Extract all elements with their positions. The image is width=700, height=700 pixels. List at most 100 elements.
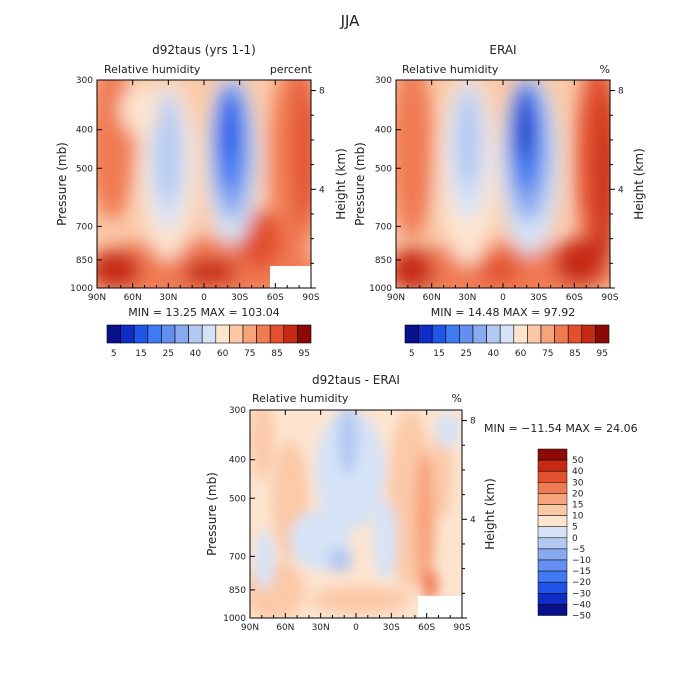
y-right-tick-label: 8 bbox=[319, 87, 325, 97]
y-axis-label: Pressure (mb) bbox=[353, 142, 367, 226]
y-ticks: 300 400 500 700 850 1000 bbox=[369, 76, 401, 294]
x-tick-label: 90N bbox=[88, 293, 106, 303]
y-tick-label: 700 bbox=[229, 552, 246, 562]
y-tick-label: 300 bbox=[76, 76, 93, 86]
colorbar-label: −20 bbox=[572, 578, 591, 588]
colorbar-label: 25 bbox=[460, 349, 471, 359]
colorbar-swatch bbox=[499, 324, 515, 344]
colorbar-label: 75 bbox=[244, 349, 255, 359]
stats-label: MIN = 13.25 MAX = 103.04 bbox=[128, 306, 279, 319]
colorbar-swatch bbox=[537, 537, 568, 550]
colorbar-swatch bbox=[537, 493, 568, 505]
y-tick-label: 400 bbox=[76, 126, 93, 136]
y-right-tick-label: 4 bbox=[470, 515, 476, 525]
colorbar-swatch bbox=[431, 324, 447, 344]
x-tick-label: 30S bbox=[231, 293, 248, 303]
y-tick-label: 850 bbox=[76, 256, 93, 266]
colorbar-swatch bbox=[537, 570, 568, 583]
panel-model: d92taus (yrs 1-1) Relative humidity perc… bbox=[55, 43, 348, 359]
colorbar-swatch bbox=[161, 324, 176, 344]
colorbar-swatch bbox=[201, 324, 217, 344]
figure-title: JJA bbox=[340, 12, 361, 30]
colorbar-swatch bbox=[537, 448, 568, 461]
y-tick-label: 700 bbox=[375, 222, 392, 232]
y-tick-label: 850 bbox=[375, 256, 392, 266]
y-tick-label: 1000 bbox=[70, 284, 93, 294]
x-ticks: 90N 60N 30N 0 30S 60S 90S bbox=[387, 80, 619, 303]
colorbar-swatch bbox=[537, 504, 568, 516]
colorbar-label: 30 bbox=[572, 478, 584, 488]
x-tick-label: 30N bbox=[312, 623, 330, 633]
x-tick-label: 0 bbox=[500, 293, 506, 303]
colorbar-label: 85 bbox=[271, 349, 282, 359]
colorbar-swatch bbox=[537, 593, 568, 605]
colorbar-swatch bbox=[445, 324, 460, 344]
x-tick-label: 30S bbox=[383, 623, 400, 633]
y-axis-label: Pressure (mb) bbox=[205, 472, 219, 556]
colorbar-swatch bbox=[215, 324, 230, 344]
y-right-tick-label: 8 bbox=[470, 417, 476, 427]
colorbar-label: 0 bbox=[572, 534, 578, 544]
colorbar-swatch bbox=[472, 324, 487, 344]
y-right-tick-label: 4 bbox=[319, 185, 325, 195]
y-axis-label-right: Height (km) bbox=[334, 148, 348, 219]
y-tick-label: 500 bbox=[375, 164, 392, 174]
colorbar-label: 95 bbox=[596, 349, 607, 359]
x-tick-label: 90S bbox=[453, 623, 470, 633]
colorbar-swatch bbox=[120, 324, 135, 344]
x-tick-label: 30S bbox=[530, 293, 547, 303]
colorbar-swatch bbox=[283, 324, 298, 344]
colorbar-swatch bbox=[147, 324, 162, 344]
colorbar-swatch bbox=[418, 324, 433, 344]
colorbar-label: 15 bbox=[135, 349, 146, 359]
x-tick-label: 0 bbox=[353, 623, 359, 633]
heatmap-field bbox=[396, 80, 610, 288]
y-tick-label: 700 bbox=[76, 222, 93, 232]
colorbar-swatch bbox=[554, 324, 569, 344]
x-ticks: 90N 60N 30N 0 30S 60S 90S bbox=[88, 80, 320, 303]
x-tick-label: 0 bbox=[201, 293, 207, 303]
x-tick-label: 60N bbox=[423, 293, 441, 303]
colorbar-swatch bbox=[537, 526, 568, 539]
colorbar-label: −50 bbox=[572, 612, 591, 622]
colorbar-label: −10 bbox=[572, 556, 591, 566]
x-tick-label: 60N bbox=[124, 293, 142, 303]
colorbar-swatch bbox=[486, 324, 501, 344]
panel-subtitle-left: Relative humidity bbox=[104, 63, 201, 76]
panel-title: d92taus - ERAI bbox=[312, 373, 400, 387]
colorbar-swatch bbox=[106, 324, 121, 344]
colorbar: 5 15 25 40 60 75 85 95 bbox=[404, 324, 610, 359]
colorbar-label: −40 bbox=[572, 600, 591, 610]
y-ticks-right: 84 bbox=[610, 87, 624, 289]
x-tick-label: 60S bbox=[418, 623, 435, 633]
stats-label: MIN = −11.54 MAX = 24.06 bbox=[484, 422, 638, 435]
colorbar-label: 75 bbox=[542, 349, 553, 359]
y-tick-label: 500 bbox=[76, 164, 93, 174]
colorbar-swatch bbox=[242, 324, 257, 344]
colorbar-swatch bbox=[540, 324, 555, 344]
colorbar-label: −15 bbox=[572, 567, 591, 577]
colorbar-label: 5 bbox=[572, 523, 578, 533]
colorbar-swatch bbox=[459, 324, 474, 344]
colorbar-swatch bbox=[513, 324, 528, 344]
y-tick-label: 1000 bbox=[369, 284, 392, 294]
colorbar-label: 60 bbox=[217, 349, 229, 359]
x-tick-label: 30N bbox=[458, 293, 476, 303]
colorbar-label: 25 bbox=[162, 349, 173, 359]
y-tick-label: 1000 bbox=[223, 614, 246, 624]
colorbar-label: 15 bbox=[572, 501, 583, 511]
y-tick-label: 400 bbox=[229, 456, 246, 466]
colorbar-label: 10 bbox=[572, 512, 584, 522]
colorbar-swatch bbox=[537, 559, 568, 572]
colorbar-label: 50 bbox=[572, 456, 584, 466]
colorbar-label: 60 bbox=[515, 349, 527, 359]
heatmap-field bbox=[250, 410, 462, 618]
colorbar-label: 5 bbox=[409, 349, 415, 359]
colorbar-label: 15 bbox=[433, 349, 444, 359]
colorbar-swatch bbox=[527, 324, 542, 344]
colorbar-swatch bbox=[133, 324, 149, 344]
y-right-tick-label: 4 bbox=[618, 185, 624, 195]
x-tick-label: 90S bbox=[601, 293, 618, 303]
